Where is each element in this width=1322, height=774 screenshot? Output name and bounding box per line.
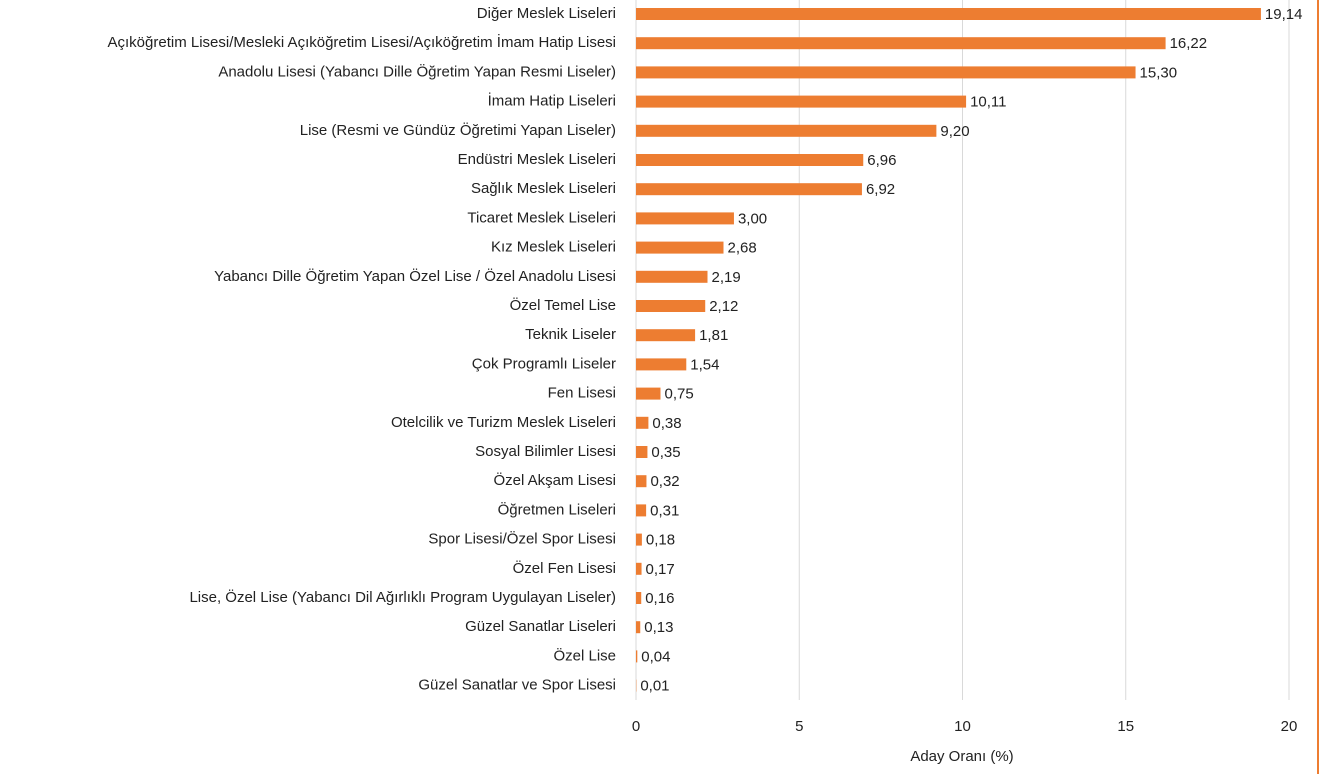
data-label: 16,22 [1170,35,1208,52]
y-tick-label: Güzel Sanatlar ve Spor Lisesi [418,677,616,694]
y-tick-label: Otelcilik ve Turizm Meslek Liseleri [391,414,616,431]
bar [636,66,1136,79]
bar [636,446,648,458]
data-label: 0,31 [650,502,679,519]
y-tick-label: Yabancı Dille Öğretim Yapan Özel Lise / … [214,267,616,285]
data-label: 6,92 [866,181,895,198]
y-tick-label: Sağlık Meslek Liseleri [471,180,616,197]
bar [636,8,1261,20]
y-tick-label: Özel Temel Lise [510,296,616,314]
y-tick-label: Ticaret Meslek Liseleri [467,209,616,226]
y-tick-label: Diğer Meslek Liseleri [477,5,616,22]
y-tick-label: Lise, Özel Lise (Yabancı Dil Ağırlıklı P… [189,588,616,606]
bar [636,592,642,604]
bar [636,416,649,429]
y-tick-label: İmam Hatip Liseleri [488,92,616,110]
data-label: 10,11 [970,94,1006,111]
data-label: 19,14 [1265,6,1303,23]
bar [636,387,661,400]
bar [636,37,1166,50]
data-label: 0,13 [644,619,673,636]
data-label: 6,96 [867,152,896,169]
y-tick-label: Teknik Liseler [525,326,616,343]
bar [636,329,696,342]
data-label: 2,68 [728,240,757,257]
y-tick-label: Güzel Sanatlar Liseleri [465,618,616,635]
data-label: 0,38 [652,415,681,432]
data-label: 2,19 [712,269,741,286]
data-label: 0,17 [646,561,675,578]
data-label: 0,16 [645,590,674,607]
bar [636,95,967,108]
y-tick-label: Özel Fen Lisesi [513,559,616,577]
y-tick-label: Özel Akşam Lisesi [493,471,616,489]
data-label: 1,81 [699,327,728,344]
data-label: 0,18 [646,532,675,549]
bar [636,212,734,225]
bar [636,124,937,137]
data-label: 15,30 [1140,64,1178,81]
bar [636,621,641,634]
bar [636,270,708,283]
y-tick-label: Fen Lisesi [548,385,616,402]
bar [636,650,638,663]
bar [636,241,724,254]
data-label: 3,00 [738,210,767,227]
x-tick-label: 20 [1281,718,1298,735]
x-tick-label: 0 [632,718,640,735]
data-label: 0,35 [651,444,680,461]
y-tick-label: Spor Lisesi/Özel Spor Lisesi [428,530,616,548]
data-label: 0,01 [640,678,669,695]
bar [636,154,864,166]
data-label: 0,04 [641,648,670,665]
bar [636,183,862,196]
y-tick-label: Çok Programlı Liseler [472,355,616,372]
y-tick-label: Endüstri Meslek Liseleri [458,151,616,168]
y-tick-label: Öğretmen Liseleri [498,500,616,518]
data-label: 0,75 [664,386,693,403]
data-label: 0,32 [650,473,679,490]
x-tick-label: 15 [1117,718,1134,735]
data-label: 9,20 [940,123,969,140]
data-label: 2,12 [709,298,738,315]
y-tick-label: Açıköğretim Lisesi/Mesleki Açıköğretim L… [108,33,617,51]
x-axis-title: Aday Oranı (%) [910,748,1013,765]
x-tick-label: 5 [795,718,803,735]
y-tick-label: Kız Meslek Liseleri [491,239,616,256]
y-tick-label: Özel Lise [553,646,616,664]
bar [636,504,647,517]
bar [636,358,687,371]
y-tick-label: Sosyal Bilimler Lisesi [475,443,616,460]
data-label: 1,54 [690,356,719,373]
y-tick-label: Anadolu Lisesi (Yabancı Dille Öğretim Ya… [218,62,616,80]
bar [636,475,647,488]
x-tick-label: 10 [954,718,971,735]
bar [636,300,706,312]
bar [636,562,642,575]
y-tick-label: Lise (Resmi ve Gündüz Öğretimi Yapan Lis… [300,121,616,139]
bar [636,533,642,546]
